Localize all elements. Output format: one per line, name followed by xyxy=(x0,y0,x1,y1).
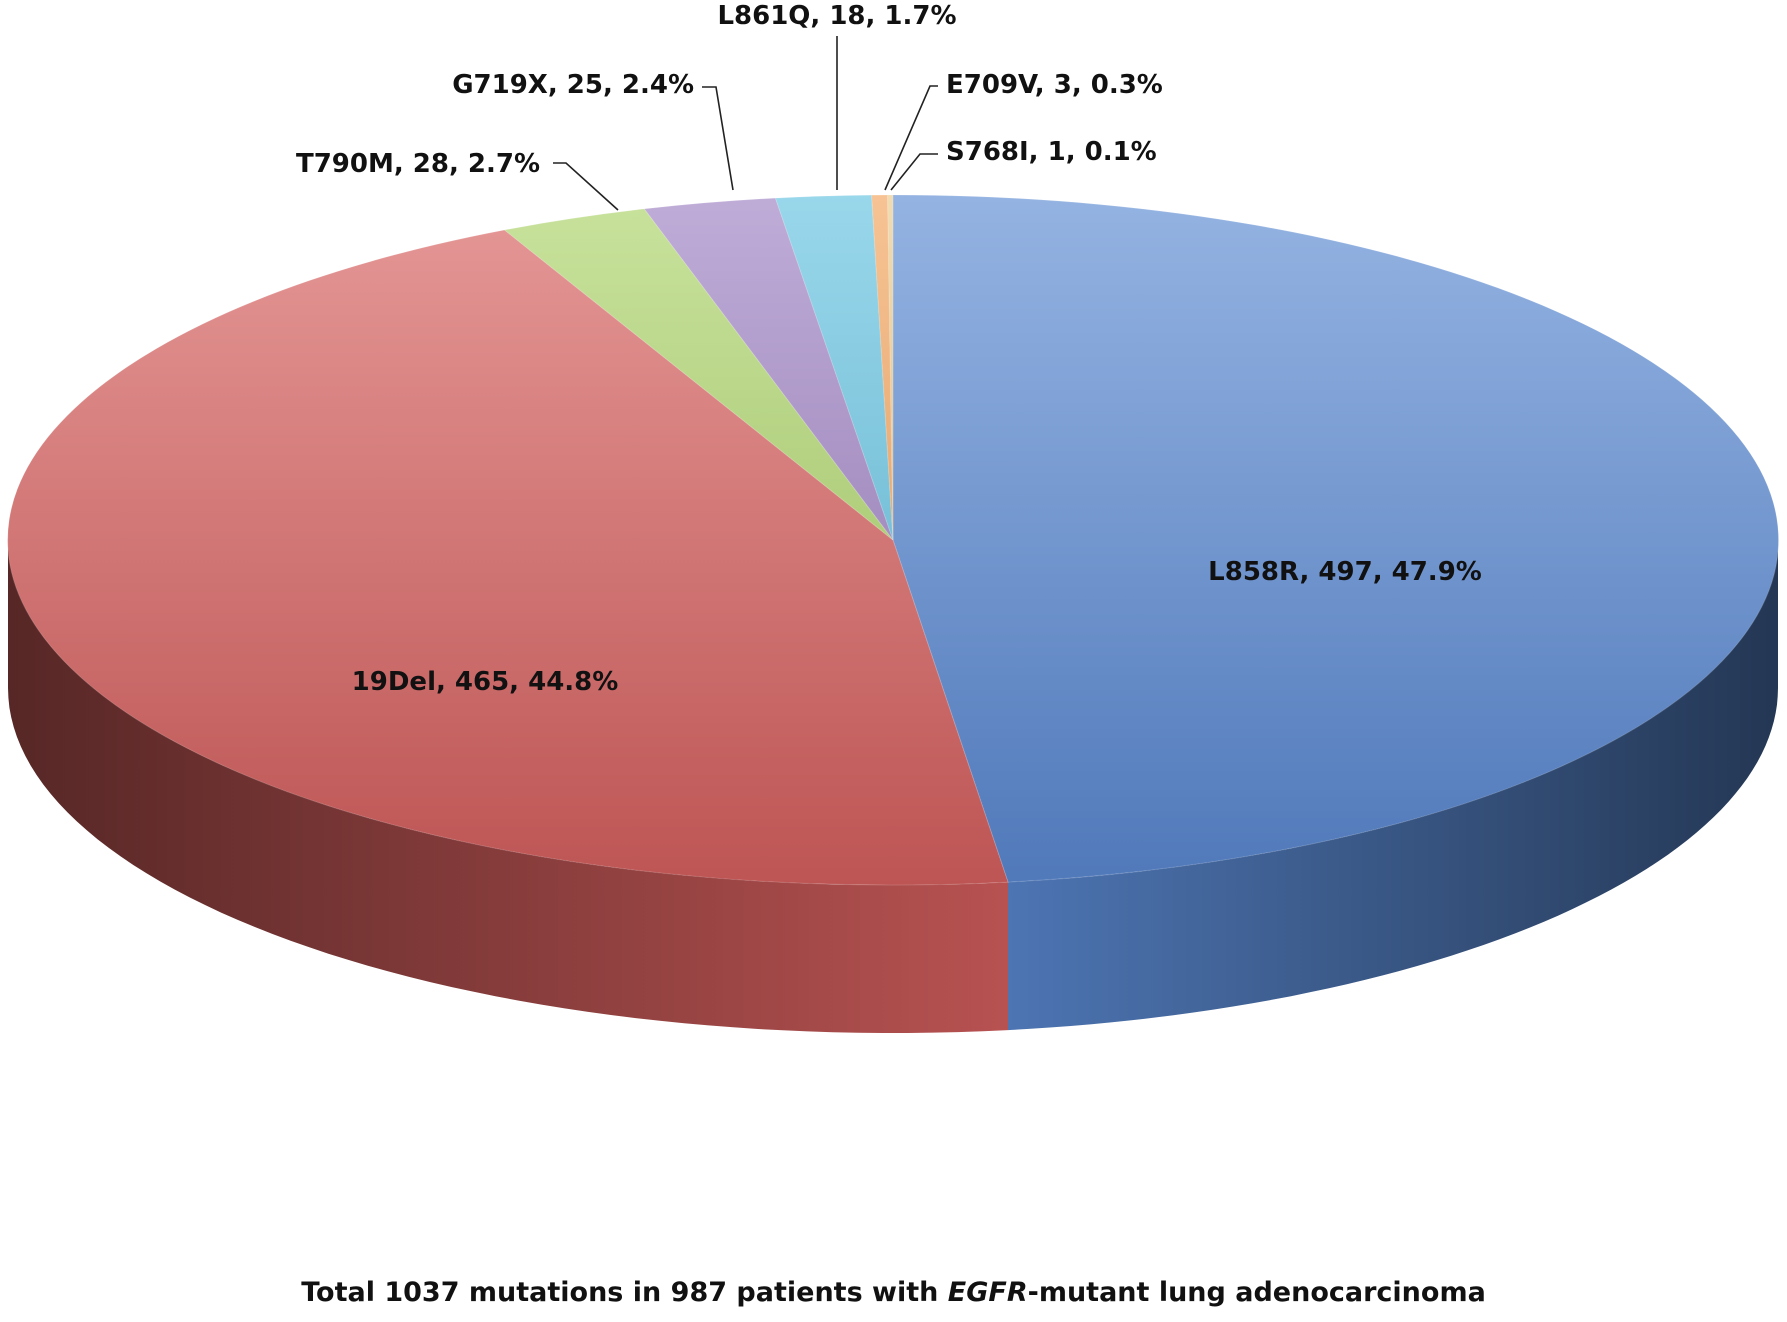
data-label-e709v: E709V, 3, 0.3% xyxy=(946,70,1163,100)
pie-slice-g719x xyxy=(643,197,894,541)
pie-slice-s768i xyxy=(887,194,894,541)
pie-labels: L858R, 497, 47.9% 19Del, 465, 44.8% T790M,… xyxy=(296,1,1482,697)
pie-slice-l861q xyxy=(774,194,894,541)
pie-slice-e709v xyxy=(871,194,894,541)
caption-suffix: -mutant lung adenocarcinoma xyxy=(1027,1277,1486,1308)
leader-line-t790m xyxy=(553,162,619,211)
pie-slice-l858r xyxy=(892,194,1779,883)
caption-italic: EGFR xyxy=(947,1277,1028,1308)
data-label-l861q: L861Q, 18, 1.7% xyxy=(717,1,956,31)
pie-top xyxy=(7,194,1779,886)
pie-sides xyxy=(8,540,1778,1033)
pie-side-l858r xyxy=(1008,540,1778,1031)
leader-line-g719x xyxy=(702,86,734,191)
pie-side-19del xyxy=(8,540,1008,1033)
caption-prefix: Total 1037 mutations in 987 patients wit… xyxy=(301,1277,948,1308)
data-label-l858r: L858R, 497, 47.9% xyxy=(1208,557,1482,587)
data-label-19del: 19Del, 465, 44.8% xyxy=(352,667,619,697)
data-label-s768i: S768I, 1, 0.1% xyxy=(946,137,1157,167)
leader-line-s768i xyxy=(890,153,938,191)
chart-caption: Total 1037 mutations in 987 patients wit… xyxy=(0,1277,1787,1308)
data-label-t790m: T790M, 28, 2.7% xyxy=(296,149,540,179)
data-label-g719x: G719X, 25, 2.4% xyxy=(452,70,694,100)
pie-slice-t790m xyxy=(503,208,894,541)
leader-line-e709v xyxy=(884,85,938,191)
pie-slice-19del xyxy=(7,229,1009,886)
